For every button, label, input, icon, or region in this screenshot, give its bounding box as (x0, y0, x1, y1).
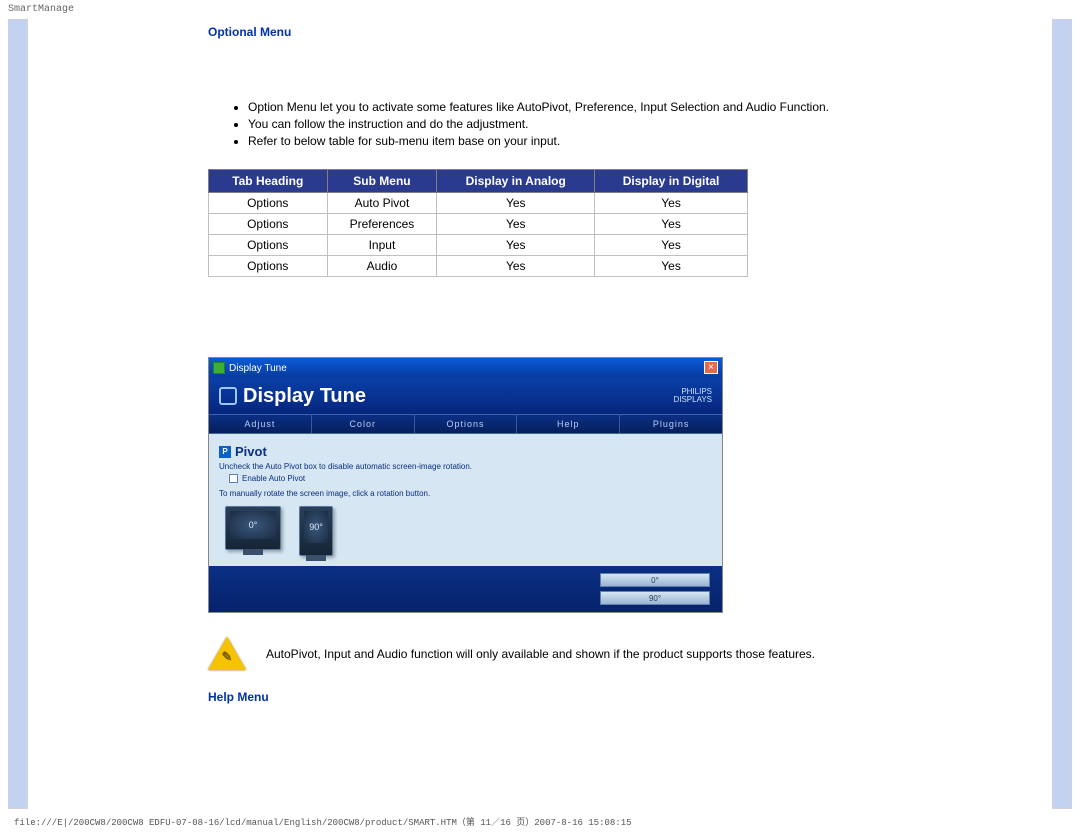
pivot-heading: P Pivot (219, 444, 712, 459)
tab-plugins[interactable]: Plugins (620, 415, 722, 433)
bullet-list: Option Menu let you to activate some fea… (248, 99, 942, 149)
left-stripe (8, 19, 28, 809)
auto-pivot-checkbox-label: Enable Auto Pivot (242, 474, 305, 483)
th-sub-menu: Sub Menu (327, 170, 437, 193)
page-header-label: SmartManage (0, 0, 1080, 19)
model-bottom: DISPLAYS (673, 396, 712, 405)
pivot-icon: P (219, 446, 231, 458)
tab-color[interactable]: Color (312, 415, 415, 433)
warning-glyph: ✎ (219, 649, 235, 665)
td: Yes (437, 235, 595, 256)
table-row: Options Preferences Yes Yes (209, 214, 748, 235)
footer-path: file:///E|/200CW8/200CW8 EDFU-07-08-16/l… (0, 809, 1080, 830)
td: Yes (595, 235, 748, 256)
td: Yes (437, 193, 595, 214)
tab-help[interactable]: Help (517, 415, 620, 433)
td: Yes (595, 193, 748, 214)
td: Audio (327, 256, 437, 277)
td: Yes (437, 214, 595, 235)
monitor-stand-icon (306, 555, 326, 561)
checkbox-box-icon[interactable] (229, 474, 238, 483)
th-display-digital: Display in Digital (595, 170, 748, 193)
td: Yes (437, 256, 595, 277)
brand-label: Display Tune (219, 385, 366, 408)
th-tab-heading: Tab Heading (209, 170, 328, 193)
note-row: ✎ AutoPivot, Input and Audio function wi… (208, 637, 942, 670)
brand-logo-icon (219, 387, 237, 405)
rotate-0-label: 0° (230, 511, 276, 539)
th-display-analog: Display in Analog (437, 170, 595, 193)
bullet-item: You can follow the instruction and do th… (248, 116, 942, 133)
right-stripe (1052, 19, 1072, 809)
rotation-buttons: 0° 90° (225, 506, 712, 556)
brand-text: Display Tune (243, 385, 366, 408)
note-text: AutoPivot, Input and Audio function will… (266, 647, 815, 661)
close-icon[interactable]: × (704, 361, 718, 374)
td: Preferences (327, 214, 437, 235)
page-wrap: Optional Menu Option Menu let you to act… (0, 19, 1080, 809)
td: Options (209, 235, 328, 256)
td: Auto Pivot (327, 193, 437, 214)
model-label: PHILIPS DISPLAYS (673, 388, 712, 406)
td: Options (209, 214, 328, 235)
help-menu-heading: Help Menu (208, 690, 942, 704)
display-tune-screenshot: Display Tune × Display Tune PHILIPS DISP… (208, 357, 723, 613)
window-title: Display Tune (229, 363, 287, 374)
window-app-icon (213, 362, 225, 374)
pivot-heading-text: Pivot (235, 444, 267, 459)
pivot-hint-2: To manually rotate the screen image, cli… (219, 489, 712, 498)
footer-button-90[interactable]: 90° (600, 591, 710, 605)
warning-triangle-icon: ✎ (208, 637, 246, 670)
td: Input (327, 235, 437, 256)
optional-menu-heading: Optional Menu (208, 25, 942, 39)
pivot-hint-1: Uncheck the Auto Pivot box to disable au… (219, 462, 712, 471)
rotate-90-label: 90° (304, 511, 328, 543)
td: Yes (595, 256, 748, 277)
footer-button-0[interactable]: 0° (600, 573, 710, 587)
tab-options[interactable]: Options (415, 415, 518, 433)
auto-pivot-checkbox[interactable]: Enable Auto Pivot (229, 474, 712, 483)
rotate-90-button[interactable]: 90° (299, 506, 333, 556)
window-titlebar: Display Tune × (209, 358, 722, 378)
td: Options (209, 256, 328, 277)
app-tabs: Adjust Color Options Help Plugins (209, 414, 722, 434)
app-body: P Pivot Uncheck the Auto Pivot box to di… (209, 434, 722, 566)
bullet-item: Option Menu let you to activate some fea… (248, 99, 942, 116)
table-row: Options Input Yes Yes (209, 235, 748, 256)
tab-adjust[interactable]: Adjust (209, 415, 312, 433)
table-row: Options Auto Pivot Yes Yes (209, 193, 748, 214)
td: Yes (595, 214, 748, 235)
app-footer: 0° 90° (209, 566, 722, 612)
table-row: Options Audio Yes Yes (209, 256, 748, 277)
monitor-stand-icon (243, 549, 263, 555)
options-table: Tab Heading Sub Menu Display in Analog D… (208, 169, 748, 277)
rotate-0-button[interactable]: 0° (225, 506, 281, 550)
td: Options (209, 193, 328, 214)
main-content: Optional Menu Option Menu let you to act… (208, 19, 942, 809)
brand-bar: Display Tune PHILIPS DISPLAYS (209, 378, 722, 414)
bullet-item: Refer to below table for sub-menu item b… (248, 133, 942, 150)
